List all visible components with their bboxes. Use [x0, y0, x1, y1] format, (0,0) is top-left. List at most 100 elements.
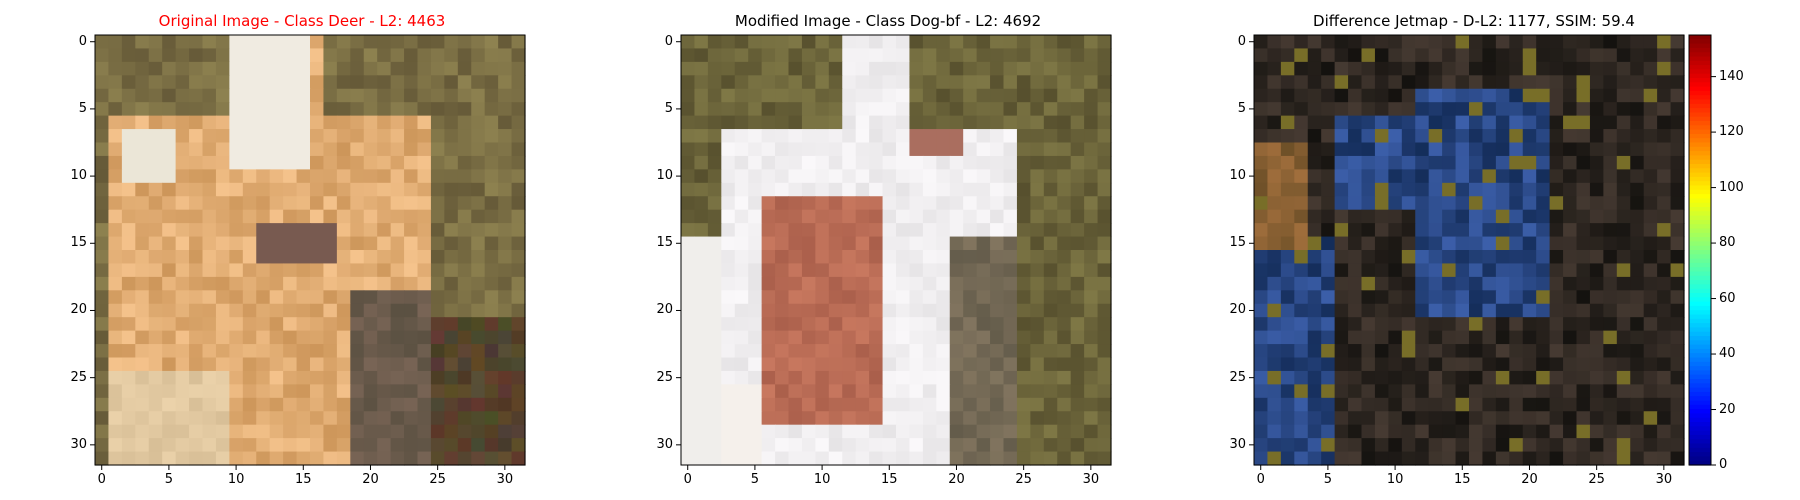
difference-jetmap-pixel: [1469, 330, 1484, 345]
difference-jetmap-pixel: [1401, 290, 1416, 305]
difference-jetmap-pixel: [1348, 169, 1363, 184]
colorbar-segment: [1689, 228, 1711, 234]
original-image-pixel: [498, 397, 513, 412]
original-image-pixel: [511, 451, 526, 466]
colorbar-segment: [1689, 293, 1711, 298]
original-image-pixel: [430, 317, 445, 332]
original-image-pixel: [404, 451, 419, 466]
original-image-pixel: [498, 102, 513, 117]
original-image-pixel: [135, 102, 150, 117]
difference-jetmap-pixel: [1388, 115, 1403, 130]
difference-jetmap-pixel: [1657, 182, 1672, 197]
original-image-pixel: [108, 129, 123, 144]
modified-image-pixel: [922, 196, 937, 211]
difference-jetmap-pixel: [1294, 451, 1309, 466]
difference-jetmap-pixel: [1361, 155, 1376, 170]
difference-jetmap-pixel: [1657, 438, 1672, 453]
difference-jetmap-pixel: [1536, 196, 1551, 211]
difference-jetmap-pixel: [1589, 357, 1604, 372]
difference-jetmap-pixel: [1294, 236, 1309, 251]
modified-image-pixel: [963, 290, 978, 305]
modified-image-pixel: [801, 263, 816, 278]
original-image-pixel: [269, 142, 284, 157]
modified-image-pixel: [1030, 370, 1045, 385]
difference-jetmap-pixel: [1442, 303, 1457, 318]
original-image-pixel: [175, 35, 190, 50]
modified-image-pixel: [949, 169, 964, 184]
difference-jetmap-pixel: [1670, 209, 1685, 224]
modified-image-pixel: [707, 384, 722, 399]
original-image-pixel: [135, 48, 150, 63]
modified-image-pixel: [1057, 155, 1072, 170]
colorbar-segment: [1689, 142, 1711, 148]
original-image-pixel: [377, 290, 392, 305]
original-image-pixel: [404, 223, 419, 238]
original-image-pixel: [283, 438, 298, 453]
modified-image-pixel: [1097, 384, 1112, 399]
modified-image-pixel: [1097, 48, 1112, 63]
difference-jetmap-pixel: [1469, 438, 1484, 453]
modified-image-pixel: [1097, 276, 1112, 291]
original-image-pixel: [283, 196, 298, 211]
original-image-pixel: [215, 451, 230, 466]
difference-jetmap-pixel: [1482, 182, 1497, 197]
modified-image-pixel: [734, 236, 749, 251]
original-image-pixel: [135, 75, 150, 90]
original-image-pixel: [404, 142, 419, 157]
difference-jetmap-pixel: [1294, 223, 1309, 238]
modified-image-pixel: [828, 236, 843, 251]
modified-image-pixel: [1084, 61, 1099, 76]
modified-image-pixel: [922, 344, 937, 359]
difference-jetmap-pixel: [1267, 384, 1282, 399]
difference-jetmap-pixel: [1442, 35, 1457, 50]
difference-jetmap-y-tick-label: 0: [1237, 33, 1246, 49]
difference-jetmap-pixel: [1307, 223, 1322, 238]
original-image-pixel: [283, 102, 298, 117]
original-image-pixel: [135, 35, 150, 50]
difference-jetmap-pixel: [1442, 276, 1457, 291]
original-image-pixel: [175, 438, 190, 453]
modified-image-pixel: [681, 142, 696, 157]
difference-jetmap-pixel: [1657, 223, 1672, 238]
modified-image-pixel: [801, 88, 816, 103]
difference-jetmap-pixel: [1616, 397, 1631, 412]
original-image-pixel: [511, 142, 526, 157]
difference-jetmap-pixel: [1630, 48, 1645, 63]
modified-image-pixel: [963, 344, 978, 359]
modified-image-pixel: [681, 250, 696, 265]
original-image-pixel: [350, 330, 365, 345]
difference-jetmap-pixel: [1670, 451, 1685, 466]
difference-jetmap-pixel: [1401, 344, 1416, 359]
modified-image-pixel: [949, 397, 964, 412]
original-image-pixel: [310, 290, 325, 305]
modified-image-pixel: [1084, 330, 1099, 345]
difference-jetmap-pixel: [1442, 384, 1457, 399]
modified-image-pixel: [882, 370, 897, 385]
difference-jetmap-pixel: [1549, 397, 1564, 412]
difference-jetmap-pixel: [1630, 129, 1645, 144]
modified-image-pixel: [1016, 384, 1031, 399]
difference-jetmap-pixel: [1442, 250, 1457, 265]
original-image-pixel: [471, 397, 486, 412]
original-image-pixel: [336, 102, 351, 117]
difference-jetmap-pixel: [1482, 209, 1497, 224]
difference-jetmap-pixel: [1280, 411, 1295, 426]
difference-jetmap-pixel: [1576, 317, 1591, 332]
difference-jetmap-pixel: [1294, 384, 1309, 399]
modified-image-pixel: [855, 142, 870, 157]
original-image-pixel: [148, 102, 163, 117]
modified-image-pixel: [936, 129, 951, 144]
original-image-pixel: [323, 88, 338, 103]
modified-image-pixel: [1057, 129, 1072, 144]
difference-jetmap-pixel: [1643, 223, 1658, 238]
difference-jetmap-pixel: [1589, 250, 1604, 265]
modified-image-pixel: [963, 411, 978, 426]
original-image-pixel: [215, 384, 230, 399]
difference-jetmap-pixel: [1536, 61, 1551, 76]
modified-image-pixel: [828, 142, 843, 157]
modified-image-pixel: [1097, 155, 1112, 170]
difference-jetmap-pixel: [1280, 236, 1295, 251]
modified-image-pixel: [922, 223, 937, 238]
difference-jetmap-pixel: [1334, 330, 1349, 345]
modified-image-pixel: [775, 182, 790, 197]
